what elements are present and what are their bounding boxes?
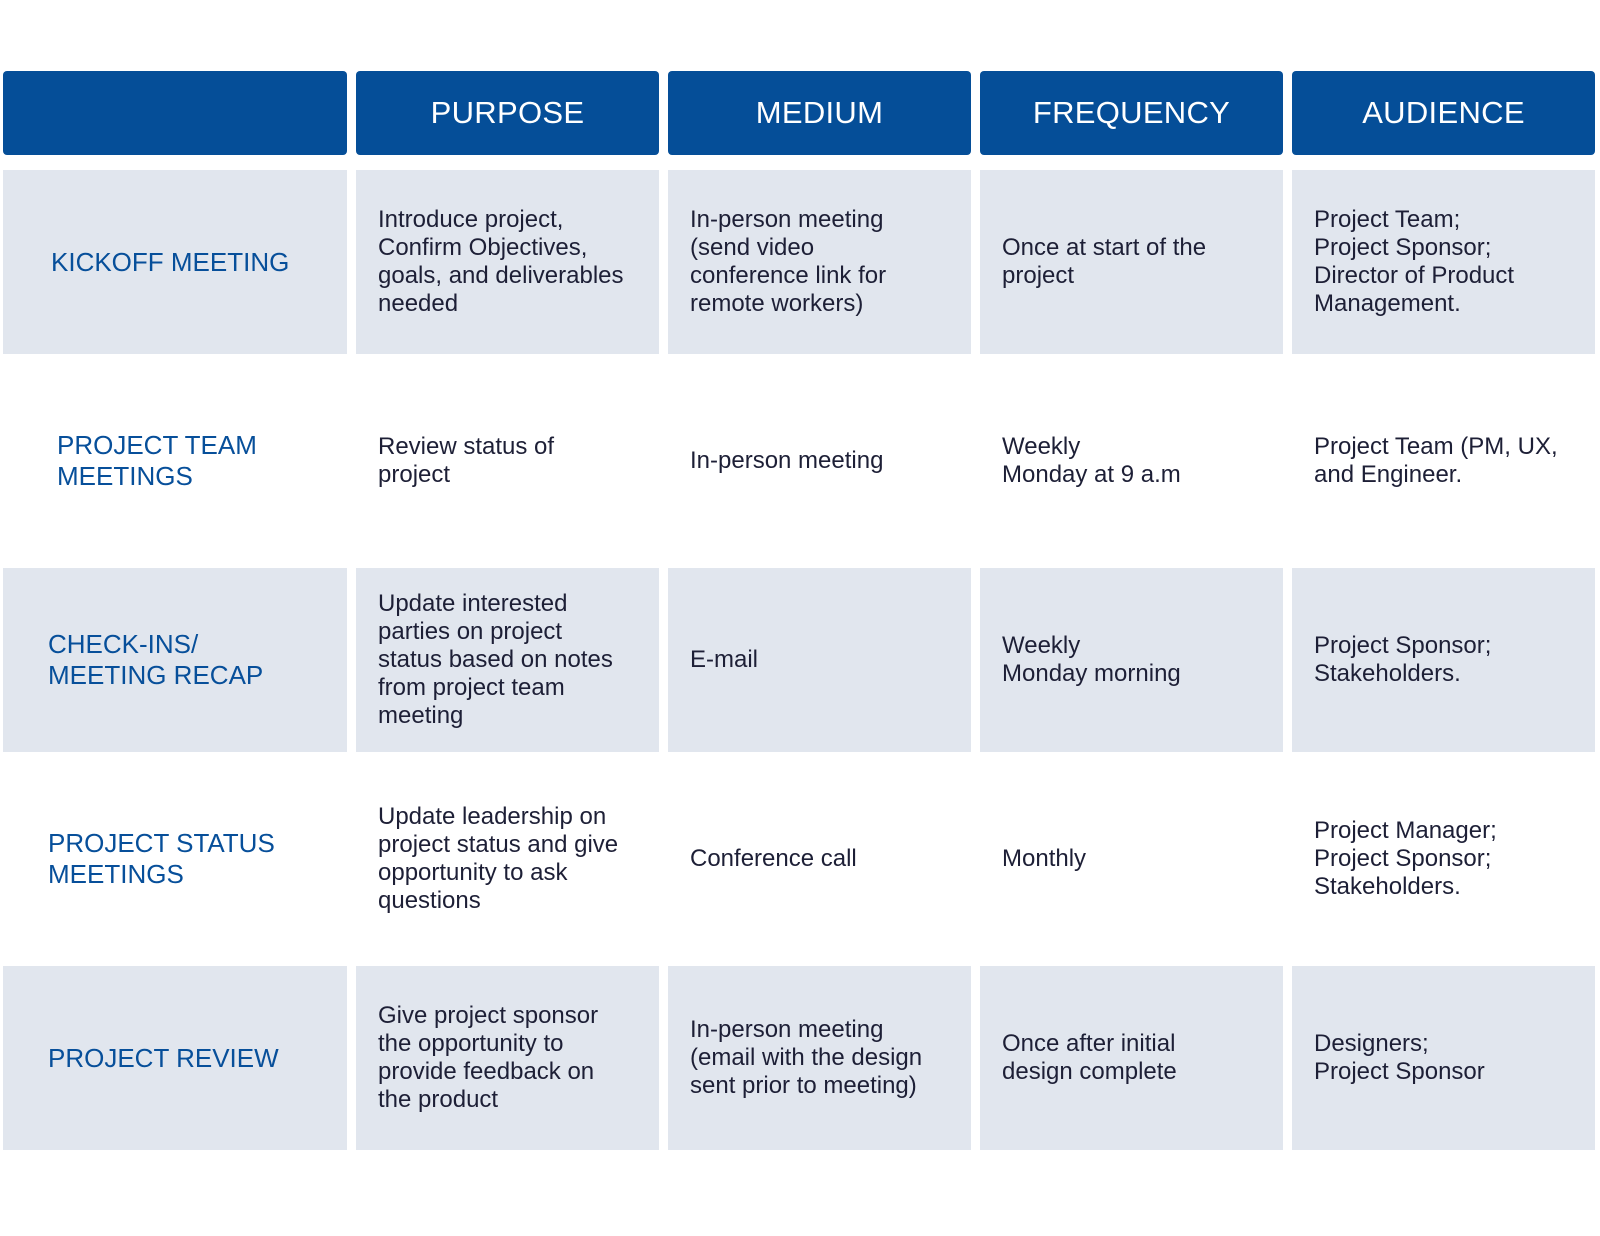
cell-text: Update leadership on project status and … (378, 803, 619, 914)
table-cell-audience: Designers; Project Sponsor (1292, 966, 1595, 1150)
table-cell-audience: Project Team (PM, UX, and Engineer. (1292, 369, 1595, 553)
cell-text: Introduce project, Confirm Objectives, g… (378, 206, 624, 317)
table-cell-audience: Project Team; Project Sponsor; Director … (1292, 170, 1595, 354)
table-cell-purpose: Update interested parties on project sta… (356, 568, 659, 752)
cell-text: In-person meeting (send video conference… (690, 206, 887, 317)
row-label-text: KICKOFF MEETING (51, 246, 290, 277)
cell-text: Update interested parties on project sta… (378, 590, 613, 729)
cell-text: In-person meeting (email with the design… (690, 1016, 923, 1099)
header-frequency: FREQUENCY (980, 71, 1283, 155)
table-cell-medium: Conference call (668, 767, 971, 951)
cell-text: Give project sponsor the opportunity to … (378, 1002, 599, 1113)
table-cell-audience: Project Manager; Project Sponsor; Stakeh… (1292, 767, 1595, 951)
table-cell-medium: In-person meeting (send video conference… (668, 170, 971, 354)
table-cell-medium: In-person meeting (668, 369, 971, 553)
row-label-text: PROJECT TEAM MEETINGS (57, 430, 257, 491)
row-label-project-status-meetings: PROJECT STATUS MEETINGS (3, 767, 347, 951)
cell-text: Review status of project (378, 433, 555, 488)
cell-text: In-person meeting (690, 447, 884, 474)
row-label-project-review: PROJECT REVIEW (3, 966, 347, 1150)
table-cell-frequency: Once at start of the project (980, 170, 1283, 354)
table-cell-medium: In-person meeting (email with the design… (668, 966, 971, 1150)
table-cell-frequency: Weekly Monday morning (980, 568, 1283, 752)
row-label-project-team-meetings: PROJECT TEAM MEETINGS (3, 369, 347, 553)
row-label-kickoff-meeting: KICKOFF MEETING (3, 170, 347, 354)
header-cell-blank (3, 71, 347, 155)
cell-text: Project Sponsor; Stakeholders. (1314, 632, 1492, 687)
communication-plan-table: PURPOSE MEDIUM FREQUENCY AUDIENCE KICKOF… (3, 71, 1595, 1150)
table-cell-purpose: Review status of project (356, 369, 659, 553)
cell-text: Once at start of the project (1002, 234, 1207, 289)
header-audience: AUDIENCE (1292, 71, 1595, 155)
table-cell-frequency: Weekly Monday at 9 a.m (980, 369, 1283, 553)
header-medium: MEDIUM (668, 71, 971, 155)
table-cell-purpose: Give project sponsor the opportunity to … (356, 966, 659, 1150)
cell-text: Weekly Monday at 9 a.m (1002, 433, 1181, 488)
row-label-text: PROJECT STATUS MEETINGS (48, 828, 275, 889)
table-cell-frequency: Once after initial design complete (980, 966, 1283, 1150)
cell-text: Monthly (1002, 845, 1087, 872)
cell-text: Conference call (690, 845, 857, 872)
table-cell-purpose: Update leadership on project status and … (356, 767, 659, 951)
cell-text: Once after initial design complete (1002, 1030, 1177, 1085)
header-purpose: PURPOSE (356, 71, 659, 155)
cell-text: Designers; Project Sponsor (1314, 1030, 1485, 1085)
row-label-text: CHECK-INS/ MEETING RECAP (48, 629, 264, 690)
cell-text: E-mail (690, 646, 759, 673)
table-cell-frequency: Monthly (980, 767, 1283, 951)
row-label-check-ins: CHECK-INS/ MEETING RECAP (3, 568, 347, 752)
table-cell-audience: Project Sponsor; Stakeholders. (1292, 568, 1595, 752)
table-cell-medium: E-mail (668, 568, 971, 752)
cell-text: Project Manager; Project Sponsor; Stakeh… (1314, 817, 1497, 900)
cell-text: Project Team; Project Sponsor; Director … (1314, 206, 1515, 317)
cell-text: Project Team (PM, UX, and Engineer. (1314, 433, 1558, 488)
cell-text: Weekly Monday morning (1002, 632, 1181, 687)
table-cell-purpose: Introduce project, Confirm Objectives, g… (356, 170, 659, 354)
row-label-text: PROJECT REVIEW (48, 1042, 279, 1073)
